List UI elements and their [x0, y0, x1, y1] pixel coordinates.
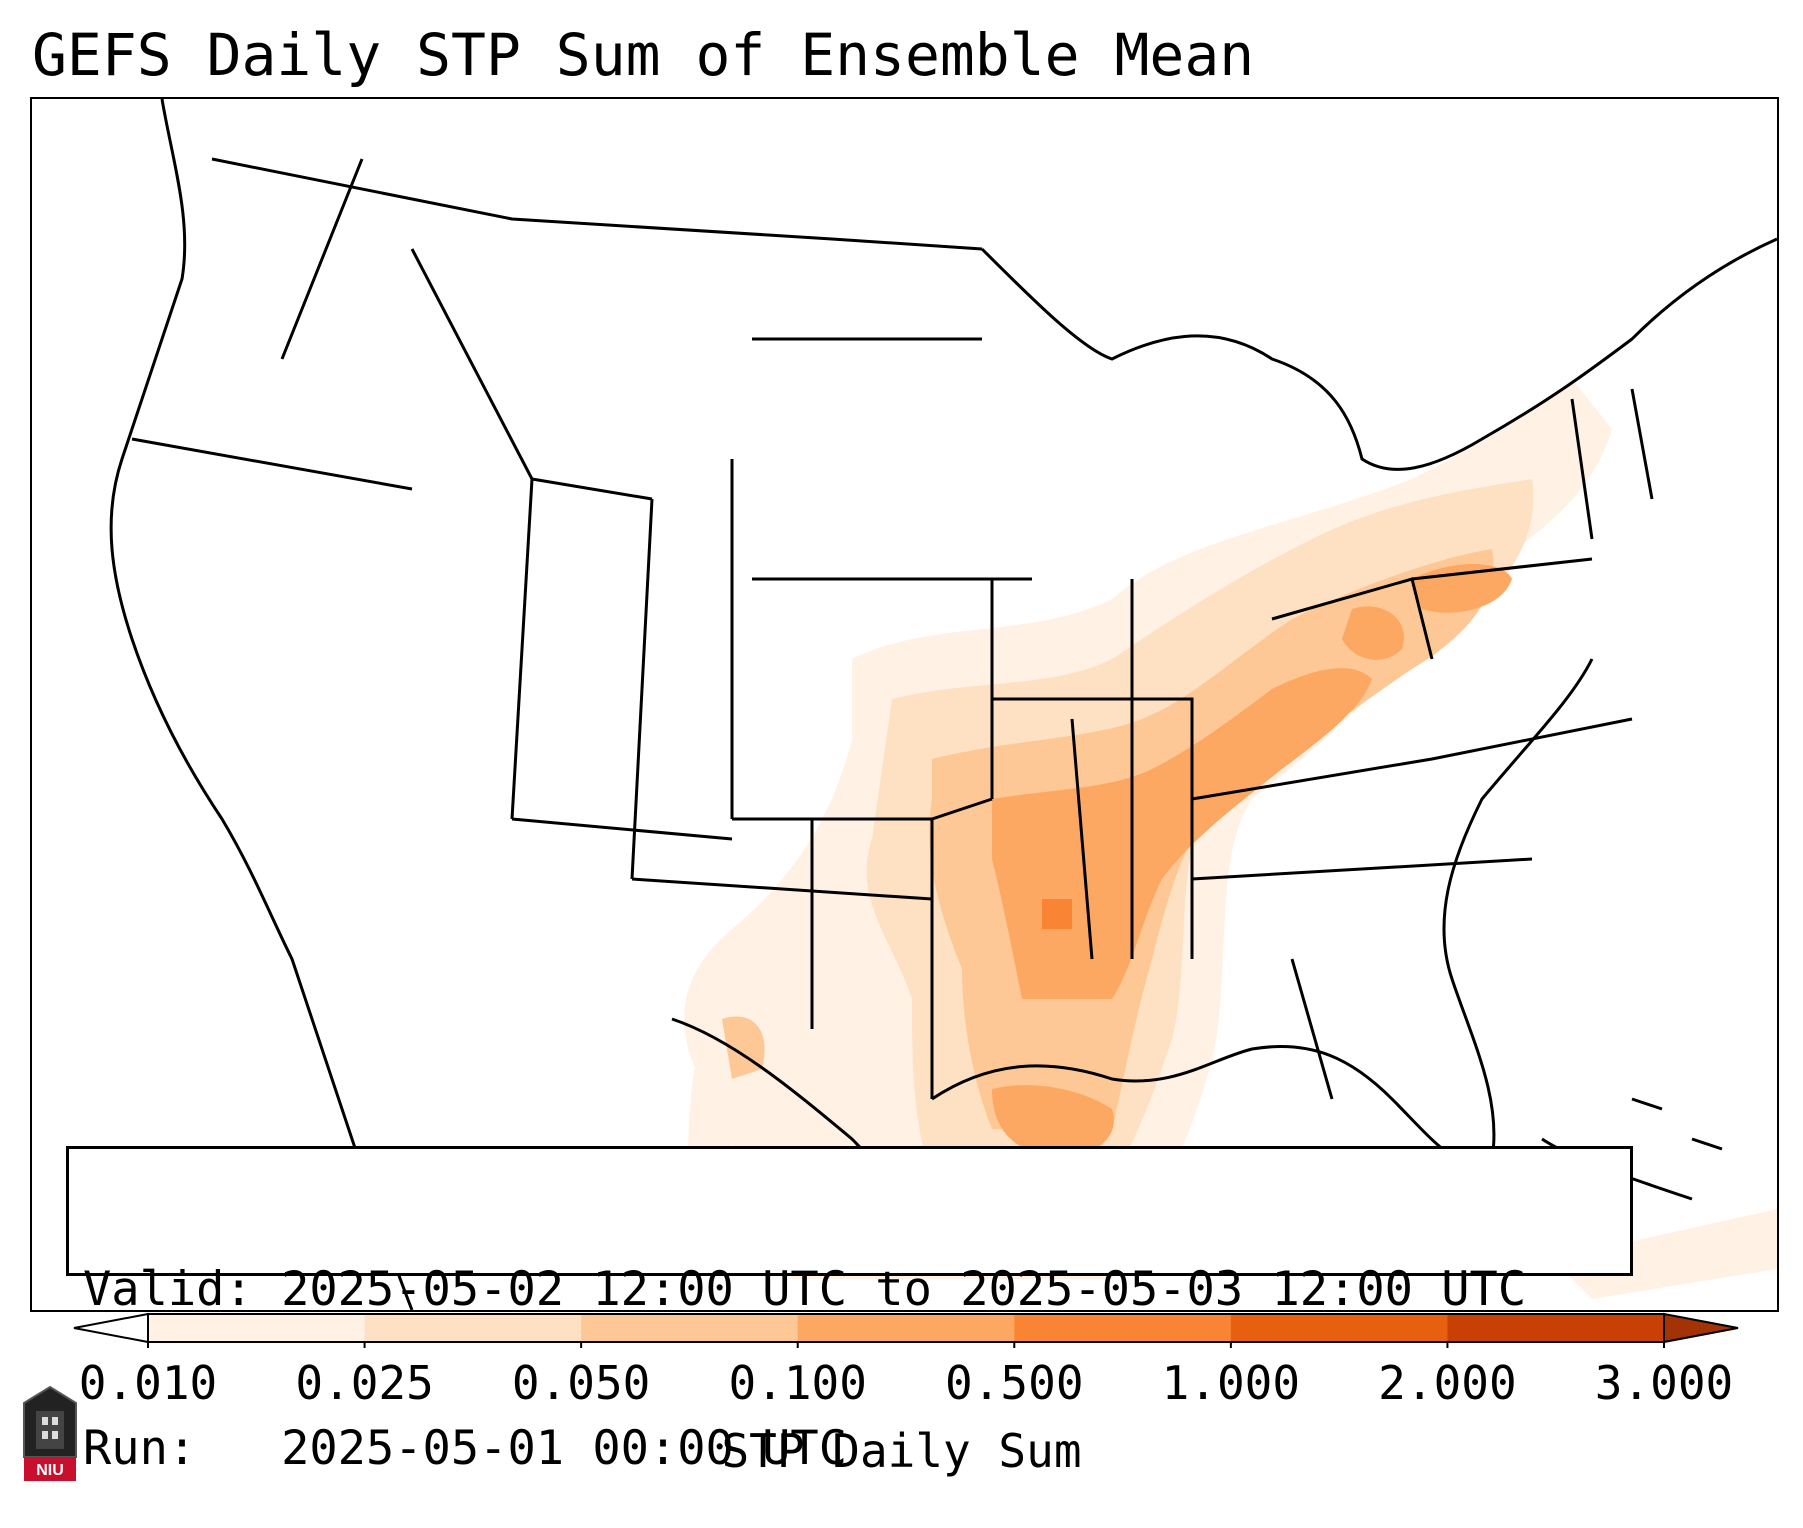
valid-time-text: Valid: 2025-05-02 12:00 UTC to 2025-05-0…: [83, 1262, 1527, 1317]
colorbar-tick-label: 2.000: [1378, 1356, 1517, 1410]
colorbar-tick-label: 0.050: [511, 1356, 651, 1410]
colorbar-ticks: [147, 1342, 1665, 1348]
colorbar-tick-label: 0.025: [295, 1356, 434, 1410]
colorbar-segment: [364, 1314, 582, 1342]
colorbar-segment: [581, 1314, 799, 1342]
svg-text:NIU: NIU: [36, 1462, 64, 1479]
validity-info-box: Valid: 2025-05-02 12:00 UTC to 2025-05-0…: [66, 1146, 1633, 1475]
colorbar: [73, 1312, 1739, 1348]
colorbar-min-extension: [73, 1312, 149, 1344]
stp-shading: [684, 379, 1777, 1299]
colorbar-outline: [147, 1313, 1665, 1343]
colorbar-segments: [148, 1314, 1665, 1342]
colorbar-tick-label: 1.000: [1161, 1356, 1301, 1410]
map-canvas: [109, 99, 1777, 1310]
map-panel: [30, 97, 1779, 1312]
colorbar-segment: [1014, 1314, 1232, 1342]
colorbar-tick-label: 0.100: [728, 1356, 867, 1410]
niu-logo: NIU: [23, 1385, 77, 1481]
colorbar-segment: [148, 1314, 366, 1342]
state-boundaries: [109, 99, 1777, 1310]
colorbar-tick-label: 3.000: [1594, 1356, 1734, 1410]
colorbar-segment: [1230, 1314, 1448, 1342]
map-title: GEFS Daily STP Sum of Ensemble Mean: [32, 21, 1255, 89]
colorbar-max-extension: [1663, 1312, 1739, 1344]
colorbar-tick-label: 0.500: [945, 1356, 1084, 1410]
colorbar-segment: [797, 1314, 1015, 1342]
colorbar-label: STP Daily Sum: [721, 1424, 1082, 1478]
run-time-text: Run: 2025-05-01 00:00 UTC: [83, 1421, 848, 1476]
colorbar-segment: [1447, 1314, 1665, 1342]
colorbar-tick-label: 0.010: [78, 1356, 218, 1410]
